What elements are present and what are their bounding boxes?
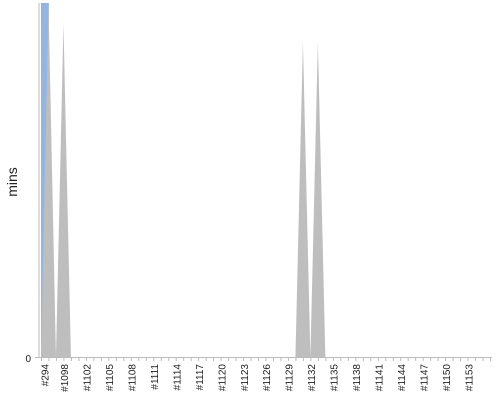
x-tick-label[interactable]: #1120 [217,364,228,392]
plot-area [41,3,326,358]
x-tick-label[interactable]: #1144 [397,364,408,392]
x-tick-label[interactable]: #1111 [150,364,161,390]
x-tick-label[interactable]: #1105 [105,364,116,392]
x-tick-label[interactable]: #1153 [464,364,475,392]
x-tick-label[interactable]: #1123 [240,364,251,392]
x-tick-label[interactable]: #1135 [330,364,341,392]
axes [35,3,492,361]
x-tick-label[interactable]: #294 [41,364,52,387]
x-tick-label[interactable]: #1102 [83,364,94,392]
build-duration-area [295,41,311,357]
x-tick-label[interactable]: #1147 [419,364,430,392]
x-tick-label[interactable]: #1132 [307,364,318,392]
x-tick-label[interactable]: #1138 [352,364,363,392]
y-tick-label: 0 [25,354,31,365]
x-tick-label[interactable]: #1141 [374,364,385,392]
x-tick-label[interactable]: #1126 [262,364,273,392]
build-duration-area [55,24,71,358]
x-axis-ticks: #294 #1098 #1102 #1105 #1108 #1111 #1114 #1117 #… [41,364,476,392]
y-axis-label: mins [4,167,20,197]
x-tick-label[interactable]: #1108 [128,364,139,392]
x-tick-label[interactable]: #1117 [195,364,206,391]
x-tick-label[interactable]: #1150 [442,364,453,392]
x-tick-label[interactable]: #1098 [60,364,71,392]
x-tick-label[interactable]: #1129 [285,364,296,392]
x-tick-label[interactable]: #1114 [172,364,183,391]
build-duration-area [310,41,326,357]
build-duration-area [41,3,56,357]
